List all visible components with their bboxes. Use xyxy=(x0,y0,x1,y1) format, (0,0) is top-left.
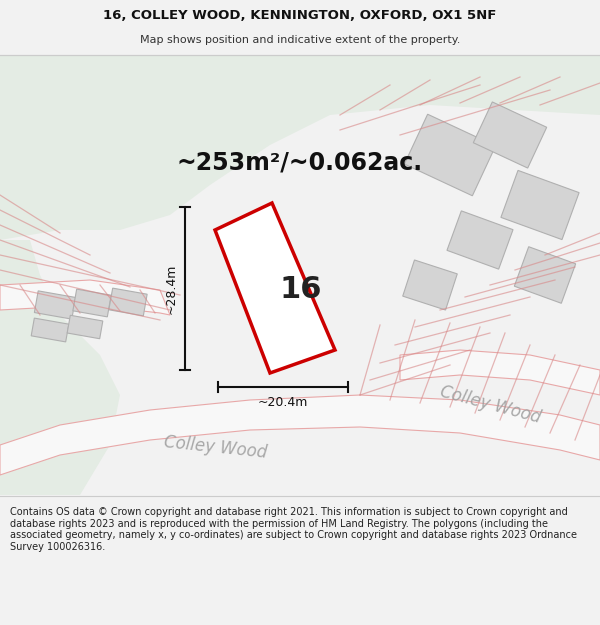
Polygon shape xyxy=(514,247,575,303)
Polygon shape xyxy=(0,55,120,495)
Polygon shape xyxy=(34,291,76,319)
Polygon shape xyxy=(473,102,547,168)
Polygon shape xyxy=(73,289,111,317)
Polygon shape xyxy=(31,318,69,342)
Polygon shape xyxy=(404,114,496,196)
Polygon shape xyxy=(0,395,600,475)
Text: Contains OS data © Crown copyright and database right 2021. This information is : Contains OS data © Crown copyright and d… xyxy=(10,507,577,552)
Polygon shape xyxy=(109,288,147,316)
Polygon shape xyxy=(400,350,600,395)
Polygon shape xyxy=(215,203,335,373)
Polygon shape xyxy=(447,211,513,269)
Text: 16, COLLEY WOOD, KENNINGTON, OXFORD, OX1 5NF: 16, COLLEY WOOD, KENNINGTON, OXFORD, OX1… xyxy=(103,9,497,22)
Text: ~253m²/~0.062ac.: ~253m²/~0.062ac. xyxy=(177,151,423,175)
Text: 16: 16 xyxy=(280,274,322,304)
Polygon shape xyxy=(403,260,457,310)
Text: ~28.4m: ~28.4m xyxy=(164,263,178,314)
Text: Map shows position and indicative extent of the property.: Map shows position and indicative extent… xyxy=(140,34,460,44)
Polygon shape xyxy=(501,171,579,239)
Text: Colley Wood: Colley Wood xyxy=(437,383,542,427)
Polygon shape xyxy=(0,280,170,315)
Text: Colley Wood: Colley Wood xyxy=(163,432,268,461)
Polygon shape xyxy=(67,315,103,339)
Text: ~20.4m: ~20.4m xyxy=(258,396,308,409)
Polygon shape xyxy=(0,55,600,240)
